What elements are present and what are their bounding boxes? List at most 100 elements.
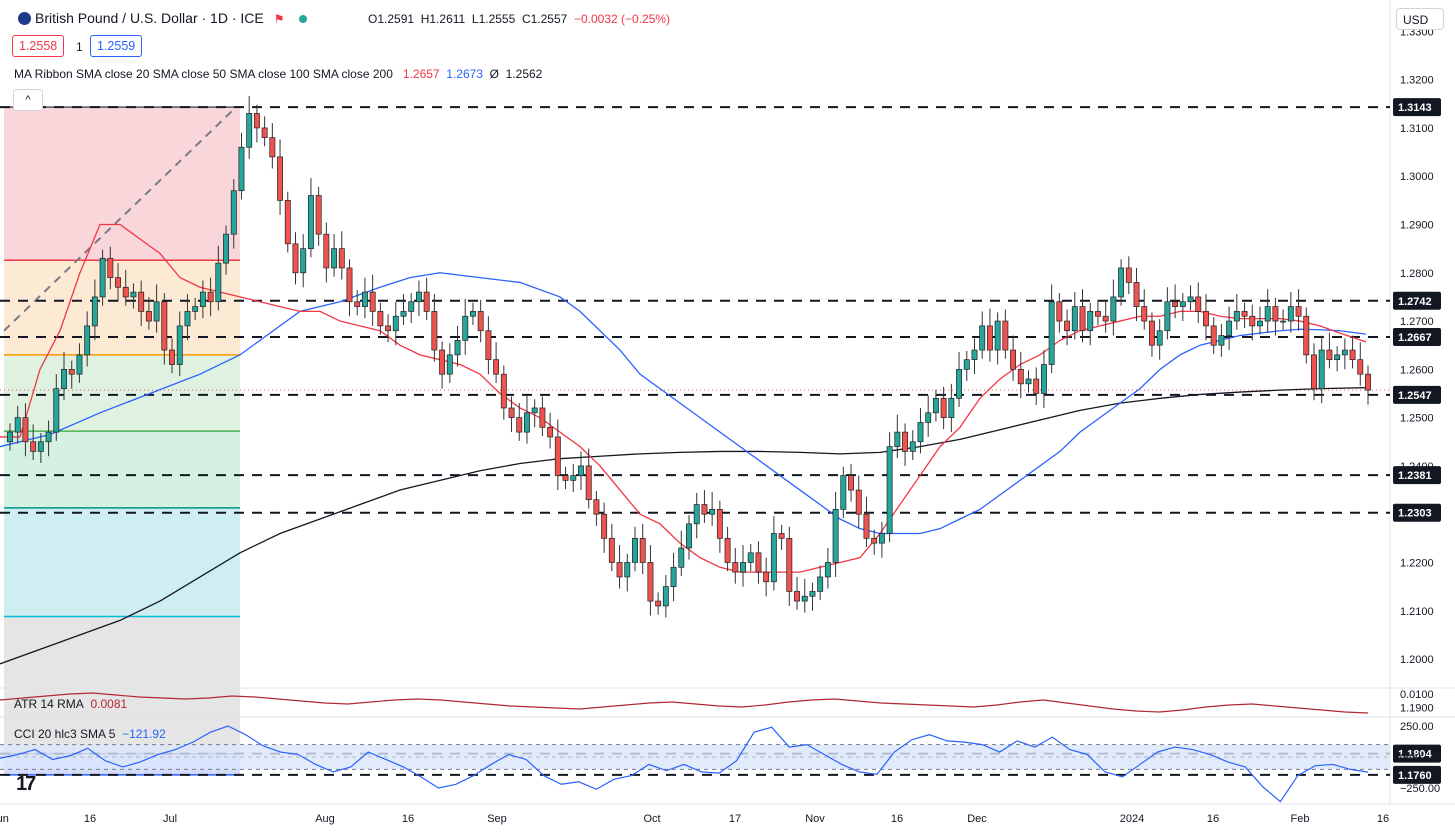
candle-body xyxy=(624,562,631,578)
candle-body xyxy=(871,537,878,544)
candle-body xyxy=(300,248,307,274)
currency-selector[interactable]: USD xyxy=(1396,8,1444,30)
candle-body xyxy=(53,388,60,433)
buy-price-button[interactable]: 1.2559 xyxy=(90,35,143,57)
candle-body xyxy=(508,407,515,418)
candle-body xyxy=(192,306,199,312)
candle-body xyxy=(99,257,106,298)
symbol-title[interactable]: British Pound / U.S. Dollar · 1D · ICE ⚑ xyxy=(18,10,317,26)
time-tick-label: 16 xyxy=(891,813,903,825)
time-tick-label: Feb xyxy=(1291,813,1310,825)
candle-body xyxy=(1048,301,1055,365)
candle-body xyxy=(1357,359,1364,375)
candle-body xyxy=(470,311,476,317)
level-tag-label: 1.3143 xyxy=(1398,102,1432,114)
fib-trend-line xyxy=(3,106,237,332)
flag-marker-icon[interactable]: ⚑ xyxy=(273,12,285,26)
candle-body xyxy=(632,537,638,563)
candle-body xyxy=(331,248,338,269)
candle-body xyxy=(415,291,422,303)
candle-body xyxy=(1365,373,1371,391)
candle-body xyxy=(446,354,453,375)
candle-body xyxy=(323,233,330,269)
candle-body xyxy=(1318,349,1325,390)
candle-body xyxy=(261,127,268,138)
tradingview-logo-icon[interactable]: 17 xyxy=(16,773,36,795)
candle-body xyxy=(824,562,831,578)
candle-body xyxy=(678,547,685,568)
candle-body xyxy=(763,571,770,583)
price-tick-label: 1.2500 xyxy=(1400,413,1434,425)
candle-body xyxy=(230,190,237,235)
candle-body xyxy=(61,368,67,390)
cci-tick-label: 0.00 xyxy=(1400,752,1421,764)
candle-body xyxy=(516,417,523,433)
candle-body xyxy=(778,533,785,539)
time-tick-label: 17 xyxy=(729,813,741,825)
price-tick-label: 1.2100 xyxy=(1400,606,1434,618)
candle-body xyxy=(608,537,615,563)
candle-body xyxy=(462,315,469,341)
time-tick-label: Oct xyxy=(643,813,660,825)
candle-body xyxy=(601,513,608,539)
candle-body xyxy=(1071,306,1078,332)
ma-ribbon-legend[interactable]: MA Ribbon SMA close 20 SMA close 50 SMA … xyxy=(14,67,543,81)
price-tick-label: 1.2200 xyxy=(1400,557,1434,569)
level-tag-label: 1.2667 xyxy=(1398,332,1432,344)
candle-body xyxy=(1241,311,1248,317)
price-tick-label: 1.3200 xyxy=(1400,75,1434,87)
candle-body xyxy=(855,489,862,515)
candle-body xyxy=(269,137,276,158)
candle-body xyxy=(747,552,754,563)
candle-body xyxy=(439,349,446,375)
candle-body xyxy=(647,562,654,602)
candle-body xyxy=(315,195,322,235)
candle-body xyxy=(971,349,978,361)
collapse-legend-button[interactable]: ^ xyxy=(13,89,43,111)
candle-body xyxy=(1010,349,1017,370)
sell-price-button[interactable]: 1.2558 xyxy=(12,35,65,57)
candle-body xyxy=(1079,306,1086,332)
candle-body xyxy=(932,397,939,414)
candle-body xyxy=(1087,311,1094,332)
candle-body xyxy=(994,320,1001,351)
candle-body xyxy=(1280,320,1287,323)
candle-body xyxy=(223,233,229,264)
candle-body xyxy=(1233,311,1240,322)
candle-body xyxy=(1287,306,1294,322)
time-tick-label: 16 xyxy=(84,813,96,825)
change-value: −0.0032 (−0.25%) xyxy=(573,12,671,26)
candle-body xyxy=(485,330,492,361)
candle-body xyxy=(107,257,114,278)
candle-body xyxy=(925,412,932,423)
candle-body xyxy=(408,301,415,312)
candle-body xyxy=(524,412,530,433)
candle-body xyxy=(477,311,484,332)
candle-body xyxy=(253,113,260,129)
candle-body xyxy=(400,311,407,317)
candle-body xyxy=(14,417,21,433)
candle-body xyxy=(1334,354,1341,361)
candle-body xyxy=(554,436,561,476)
price-tick-label: 1.2700 xyxy=(1400,316,1434,328)
atr-legend[interactable]: ATR 14 RMA 0.0081 xyxy=(14,697,128,711)
level-tag xyxy=(1393,466,1441,485)
level-tag-label: 1.1760 xyxy=(1398,770,1432,782)
candle-body xyxy=(122,286,129,298)
atr-line xyxy=(0,692,1369,714)
candle-body xyxy=(1341,349,1348,356)
candle-body xyxy=(1133,282,1140,307)
candle-body xyxy=(732,562,739,573)
market-status-icon xyxy=(298,15,307,24)
candle-body xyxy=(801,595,808,602)
cci-legend[interactable]: CCI 20 hlc3 SMA 5 −121.92 xyxy=(14,727,166,741)
price-tick-label: 1.2800 xyxy=(1400,268,1434,280)
candle-body xyxy=(1179,301,1186,307)
candle-body xyxy=(153,301,160,322)
candle-body xyxy=(863,513,870,539)
price-tick-label: 1.2900 xyxy=(1400,220,1434,232)
candle-body xyxy=(91,296,98,327)
candle-body xyxy=(794,591,800,602)
